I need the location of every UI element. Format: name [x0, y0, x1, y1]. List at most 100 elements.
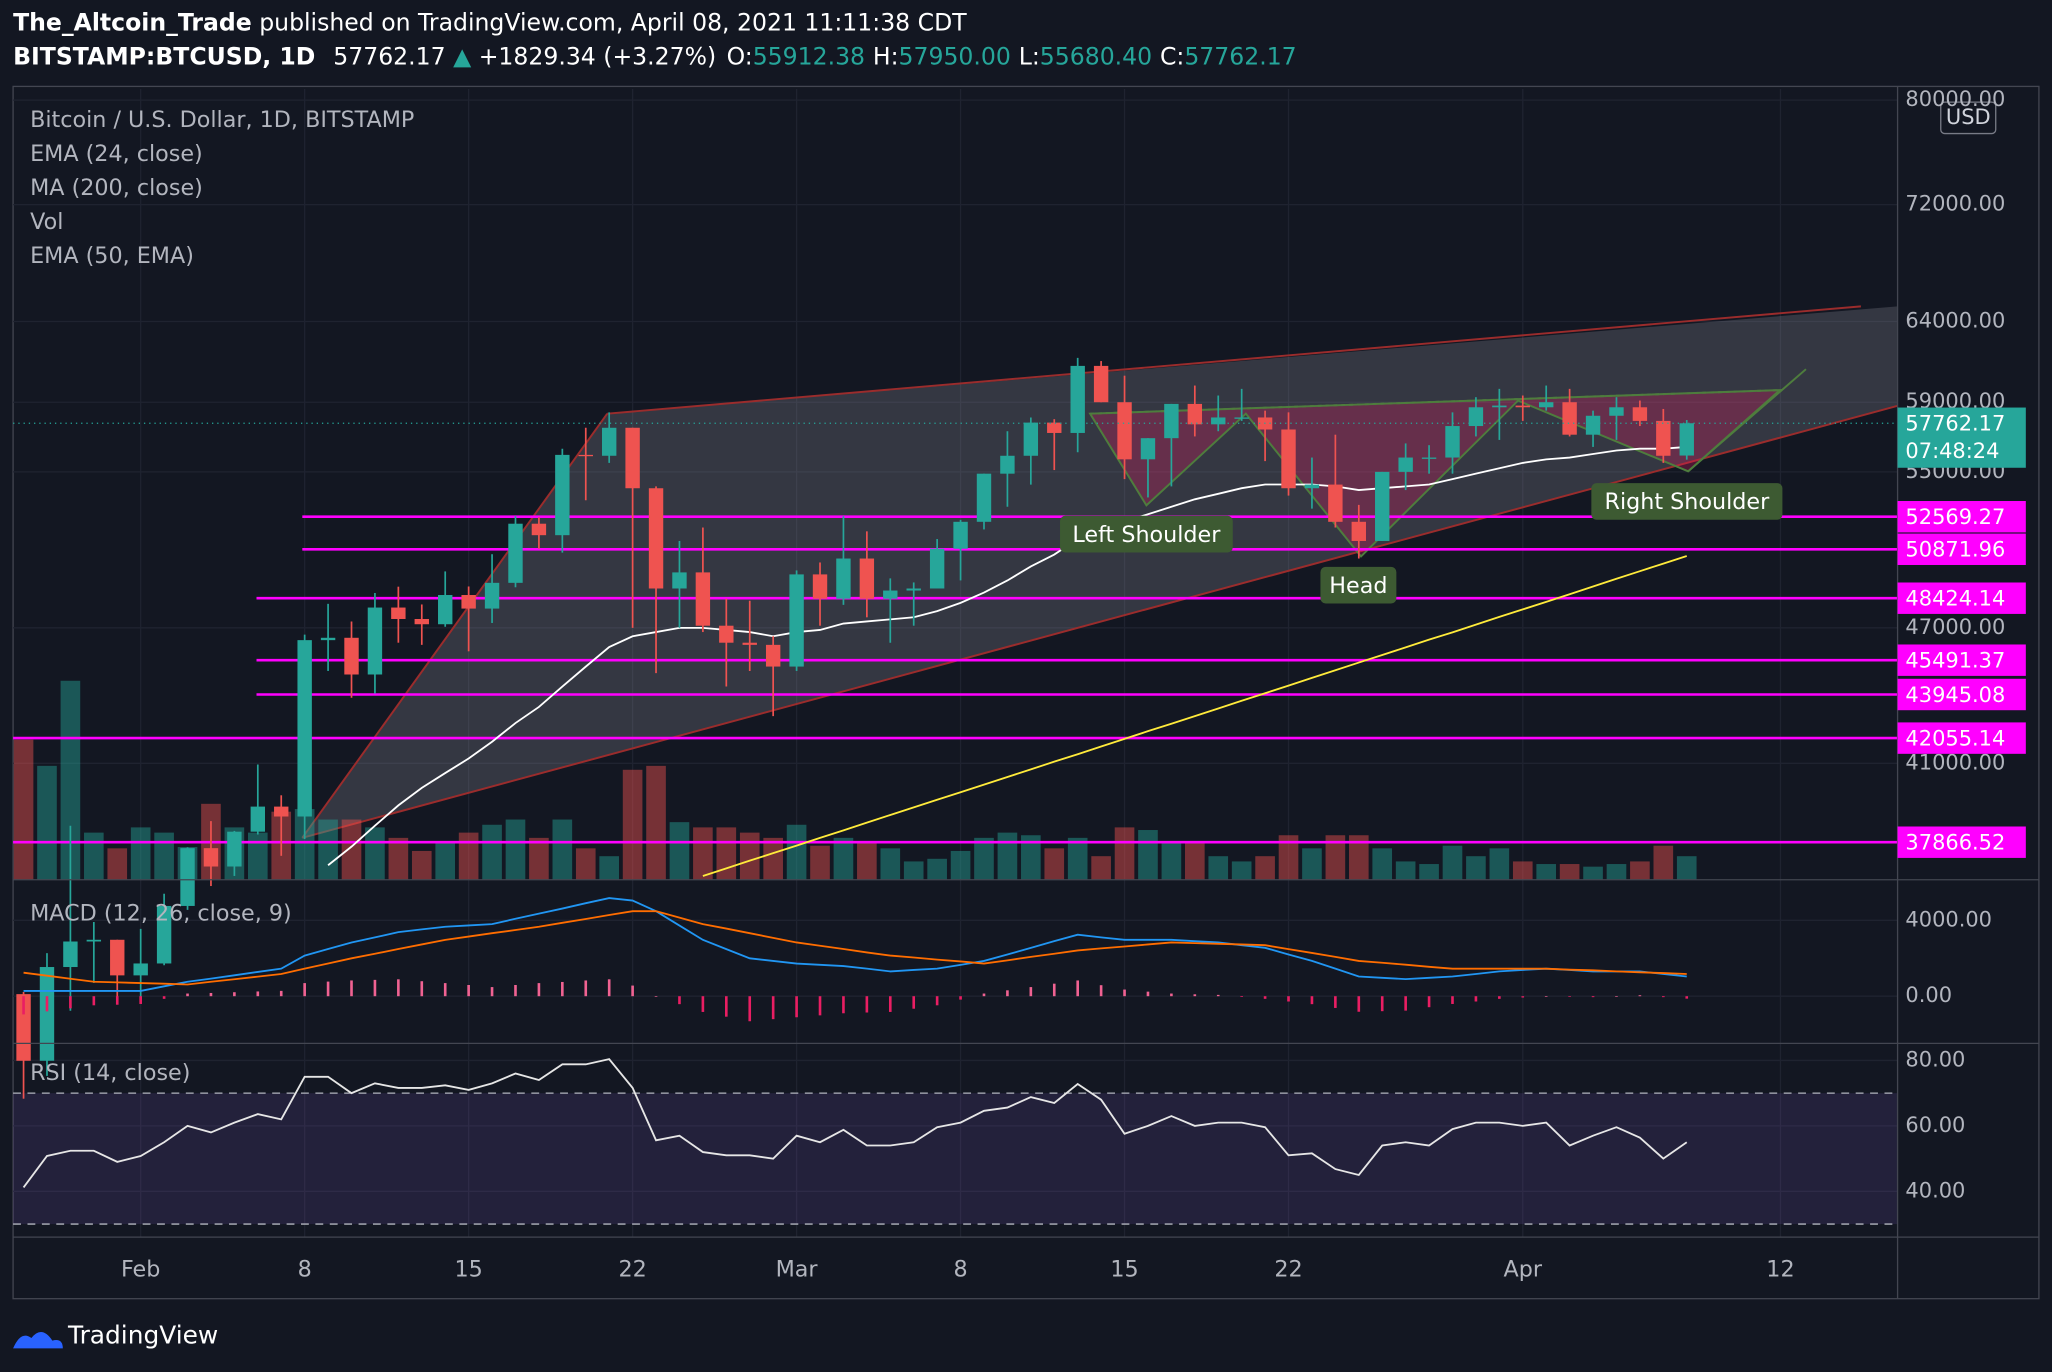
candle-body — [110, 939, 125, 976]
volume-bar — [294, 809, 315, 880]
candle-body — [1000, 455, 1015, 474]
arrow: ▲ — [453, 42, 472, 70]
volume-bar — [1583, 866, 1603, 880]
volume-bar — [1021, 835, 1041, 880]
x-tick-label: Feb — [121, 1256, 160, 1282]
currency-box[interactable] — [1940, 101, 1997, 135]
volume-bar — [1114, 827, 1135, 880]
legend-entry: EMA (24, close) — [30, 141, 203, 167]
histogram-bar — [1029, 987, 1033, 997]
annotation: Left Shoulder — [1072, 522, 1221, 548]
candle-body — [672, 572, 687, 589]
volume-bar — [13, 739, 34, 880]
target-line — [1687, 368, 1807, 473]
volume-bar — [435, 843, 456, 880]
level-label: 50871.96 — [1905, 538, 2005, 562]
candle-body — [648, 488, 664, 589]
ohlc-label: O: — [727, 42, 753, 70]
candle-body — [203, 848, 219, 867]
volume-bar — [1138, 830, 1158, 880]
symbol-line: BITSTAMP:BTCUSD, 1D 57762.17 ▲ +1829.34 … — [13, 42, 1297, 70]
histogram-bar — [631, 985, 634, 997]
y-tick-label: 0.00 — [1905, 983, 1952, 1007]
volume-bar — [622, 769, 643, 880]
publish-line: The_Altcoin_Trade published on TradingVi… — [13, 8, 967, 36]
histogram-bar — [1638, 995, 1642, 997]
volume-bar — [1348, 835, 1369, 880]
volume-bar — [1653, 845, 1674, 880]
histogram-bar — [1615, 996, 1618, 997]
histogram-bar — [678, 996, 681, 1005]
candle-body — [883, 590, 898, 599]
volume-bar — [1489, 848, 1510, 880]
candle-body — [320, 637, 336, 641]
y-tick-label: 47000.00 — [1905, 615, 2005, 639]
ohlc-value: 55680.40 — [1040, 42, 1152, 70]
level-label: 42055.14 — [1905, 726, 2005, 750]
candle-body — [484, 582, 500, 609]
histogram-bar — [467, 985, 470, 997]
histogram-bar — [1123, 989, 1126, 997]
ohlc-value: 57950.00 — [899, 42, 1011, 70]
candle-body — [976, 473, 992, 522]
author: The_Altcoin_Trade — [13, 8, 252, 36]
volume-bar — [1185, 843, 1205, 880]
x-tick-label: Mar — [776, 1256, 819, 1282]
candle-body — [274, 806, 289, 817]
level-label-box — [1897, 644, 2026, 676]
volume-bar — [505, 819, 526, 880]
y-tick-label: 60.00 — [1905, 1113, 1965, 1137]
currency[interactable]: USD — [1946, 105, 1991, 129]
candle-body — [555, 454, 570, 536]
volume-bar — [1676, 856, 1697, 880]
candle-body — [929, 548, 945, 589]
candle-body — [531, 523, 547, 536]
wedge-upper — [607, 305, 1862, 415]
last-price-box — [1897, 407, 2026, 468]
volume-bar — [739, 832, 760, 880]
x-tick-label: 15 — [454, 1256, 482, 1282]
candle-body — [1656, 420, 1671, 456]
histogram-bar — [865, 996, 869, 1013]
volume-bar — [857, 843, 877, 880]
candle-body — [719, 625, 734, 643]
volume-bar — [1325, 835, 1346, 880]
series-line — [702, 555, 1688, 877]
y-tick-label: 4000.00 — [1905, 907, 1992, 931]
chart-title: Bitcoin / U.S. Dollar, 1D, BITSTAMP — [30, 107, 414, 133]
volume-bar — [552, 819, 573, 880]
histogram-bar — [139, 996, 142, 1004]
candle-body — [1468, 407, 1484, 427]
histogram-bar — [1263, 996, 1267, 999]
candle-body — [414, 618, 429, 625]
symbol: BITSTAMP:BTCUSD, 1D — [13, 42, 315, 70]
volume-bar — [1395, 861, 1416, 880]
level-label-box — [1897, 501, 2026, 533]
level-label-box — [1897, 582, 2026, 614]
candle-body — [1515, 405, 1530, 408]
volume-bar — [903, 861, 924, 880]
volume-bar — [810, 845, 830, 880]
volume-bar — [60, 680, 81, 880]
volume-bar — [997, 832, 1018, 880]
volume-bar — [37, 765, 57, 880]
candle-body — [742, 642, 757, 645]
marks — [13, 357, 1898, 1225]
ohlc-label: C: — [1160, 42, 1184, 70]
candle-body — [1351, 521, 1366, 541]
candle-body — [367, 607, 383, 675]
histogram-bar — [561, 981, 564, 997]
candle-body — [1679, 423, 1694, 456]
histogram-bar — [1380, 996, 1384, 1012]
histogram-bar — [1099, 985, 1103, 997]
volume-bar — [318, 819, 338, 880]
histogram-bar — [654, 996, 658, 997]
level-label-box — [1897, 722, 2026, 754]
legend-entry: MA (200, close) — [30, 175, 203, 201]
volume-bar — [1372, 848, 1393, 880]
published: published on TradingView.com, April 08, … — [259, 8, 967, 36]
volume-bar — [154, 832, 174, 880]
volume-bar — [1442, 845, 1463, 880]
x-tick-label: 12 — [1766, 1256, 1794, 1282]
volume-bar — [1044, 848, 1065, 880]
